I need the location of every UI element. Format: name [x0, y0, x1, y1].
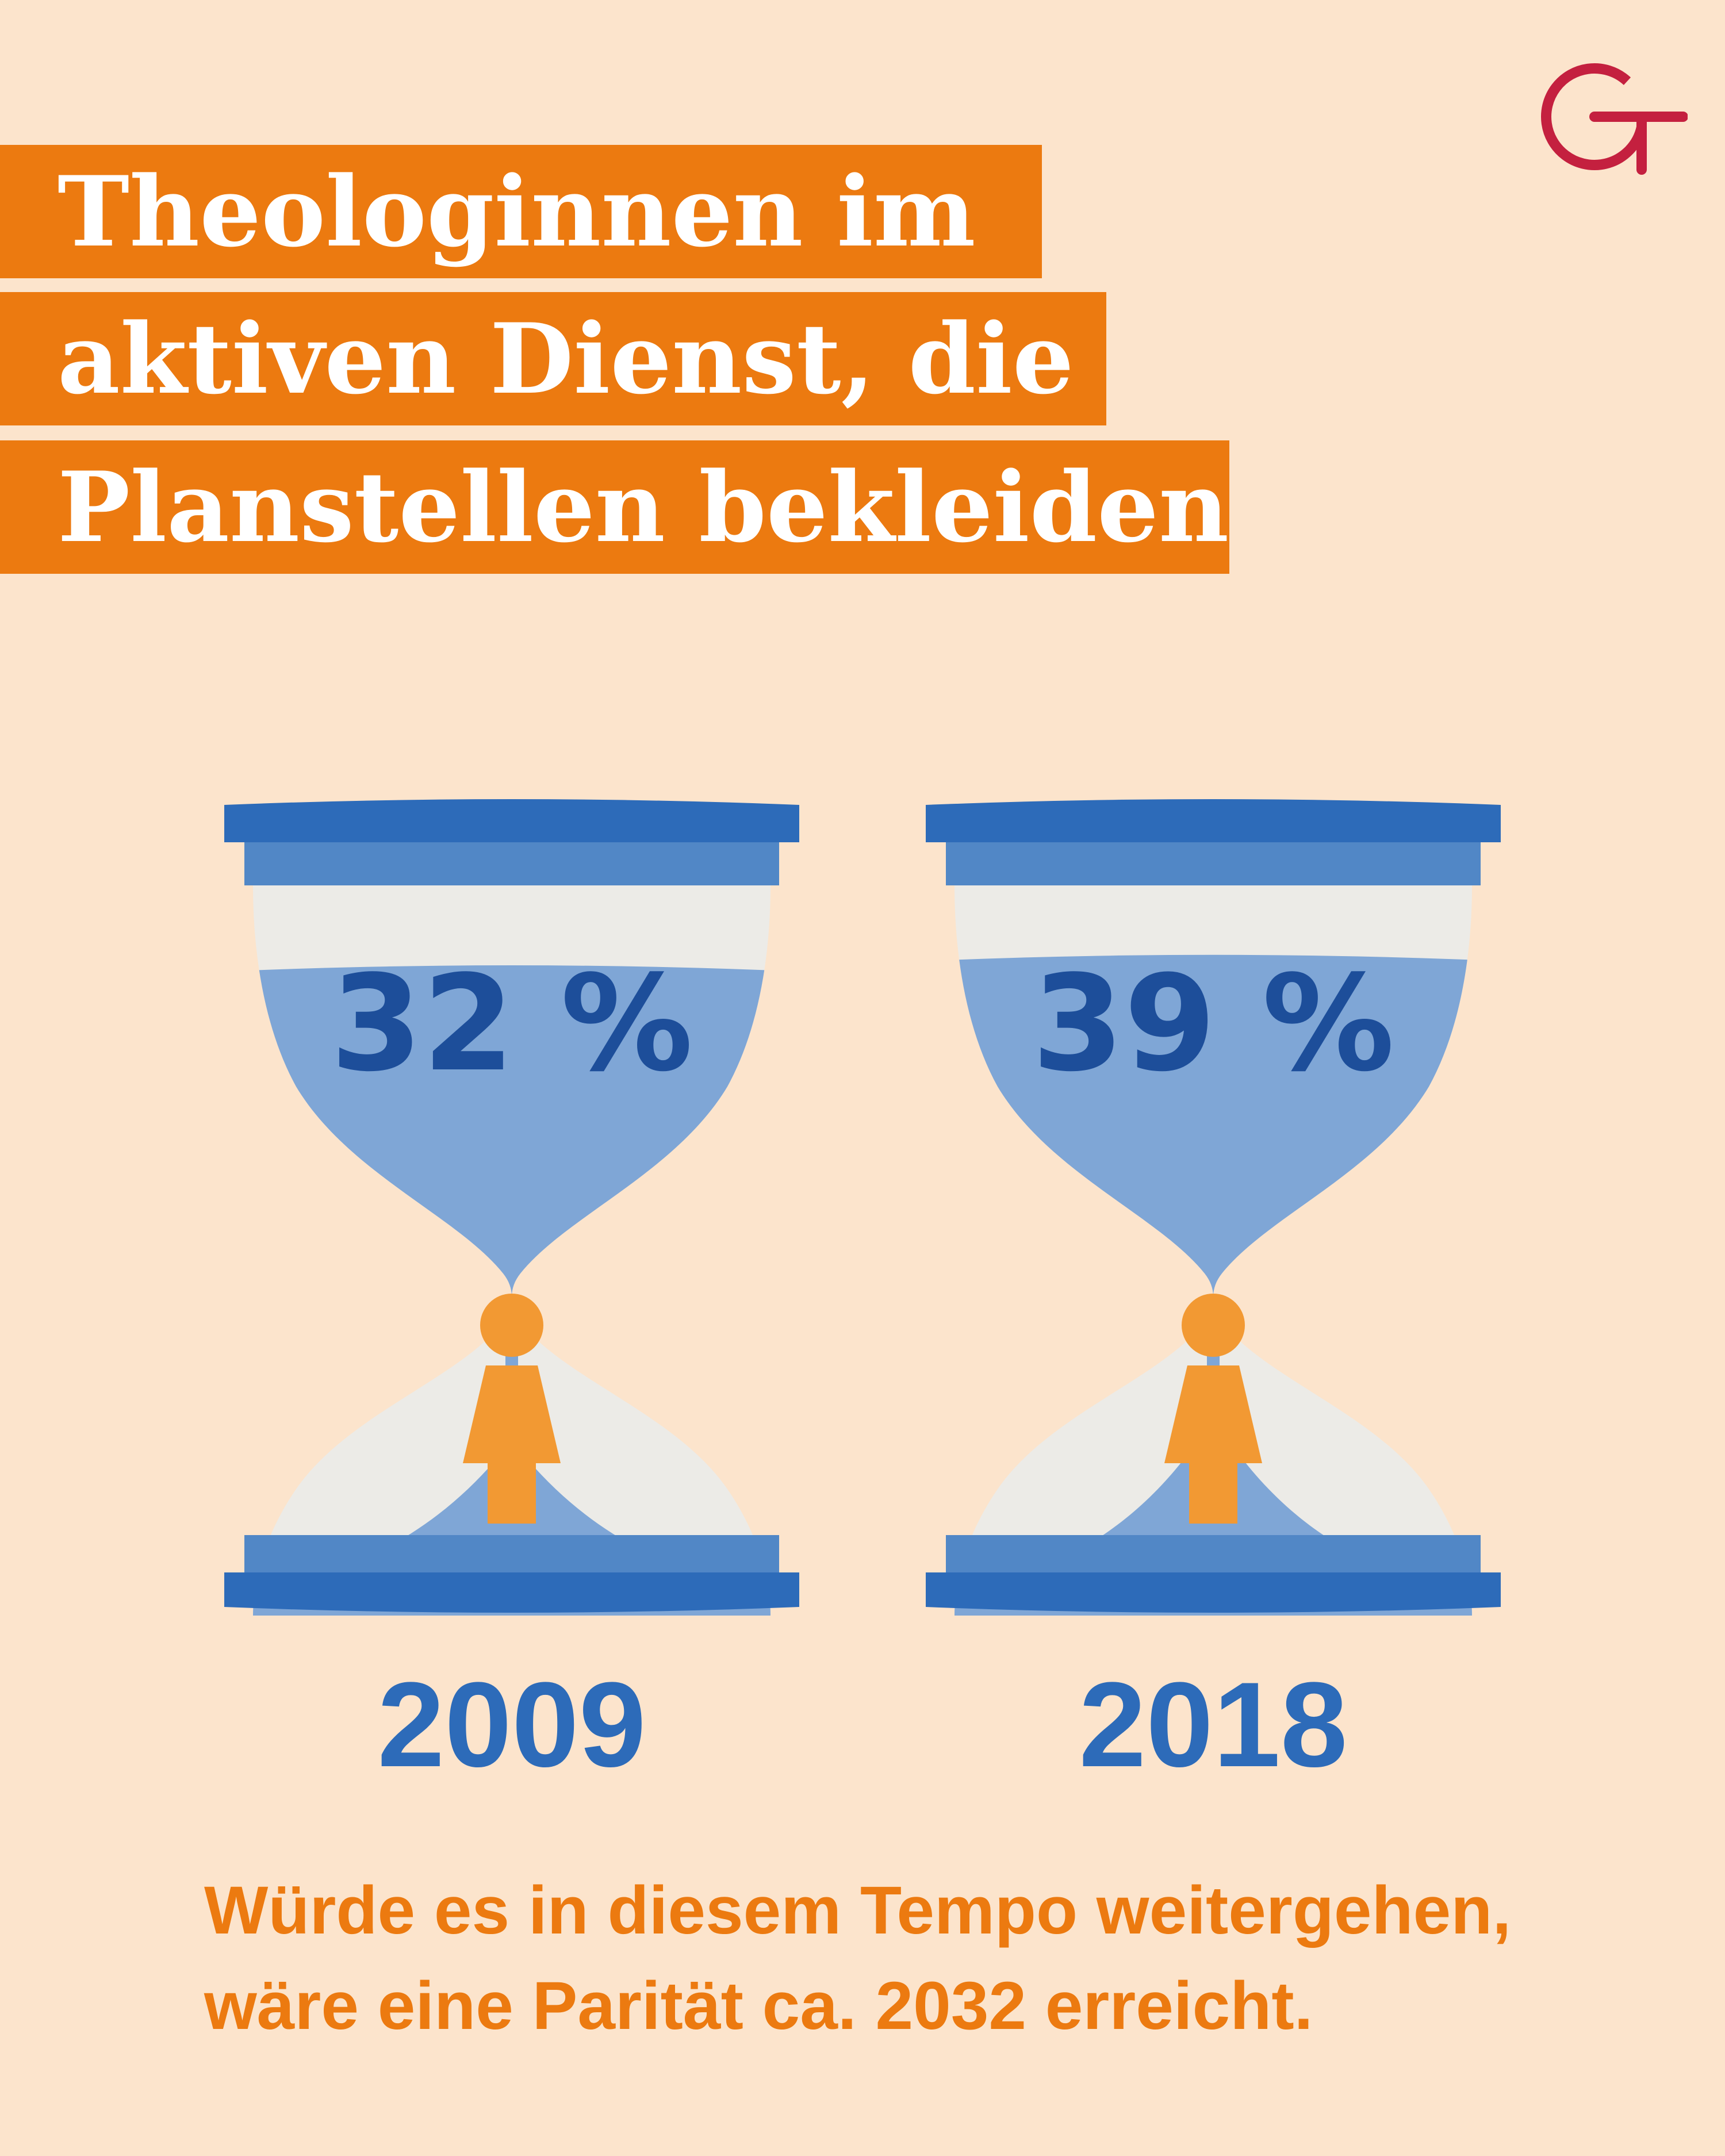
- year-label-2009: 2009: [377, 1657, 646, 1792]
- top-cap-inner-2009: [244, 842, 779, 885]
- title-line-3: Planstellen bekleiden: [0, 440, 1229, 574]
- woman-body-icon-2018: [1164, 1365, 1262, 1463]
- value-label-2009: 32 %: [331, 947, 693, 1101]
- top-cap-inner-2018: [946, 842, 1481, 885]
- title-line-2: aktiven Dienst, die: [0, 292, 1106, 425]
- hourglass-2009: 32 %: [221, 788, 802, 1621]
- woman-body-icon-2009: [463, 1365, 561, 1463]
- bottom-cap-inner-2009: [244, 1535, 779, 1572]
- hourglass-2009-graphic: [224, 799, 799, 1616]
- woman-head-icon-2018: [1182, 1294, 1245, 1357]
- hourglass-2018-graphic: [926, 799, 1501, 1616]
- woman-head-icon-2009: [480, 1294, 543, 1357]
- year-label-2018: 2018: [1079, 1657, 1348, 1792]
- woman-legs-icon-2009: [488, 1460, 536, 1524]
- title-line-1: Theologinnen im: [0, 145, 1042, 278]
- footnote: Würde es in diesem Tempo weitergehen, wä…: [204, 1863, 1584, 2054]
- top-cap-2018: [926, 799, 1501, 842]
- bottom-cap-inner-2018: [946, 1535, 1481, 1572]
- footnote-line-1: Würde es in diesem Tempo weitergehen,: [204, 1873, 1512, 1948]
- footnote-line-2: wäre eine Parität ca. 2032 erreicht.: [204, 1968, 1313, 2044]
- circle-plus-logo-icon: [1527, 55, 1688, 187]
- bottom-cap-2018: [926, 1572, 1501, 1613]
- bottom-cap-2009: [224, 1572, 799, 1613]
- woman-legs-icon-2018: [1189, 1460, 1237, 1524]
- top-cap-2009: [224, 799, 799, 842]
- hourglass-2018: 39 %: [923, 788, 1504, 1621]
- value-label-2018: 39 %: [1032, 947, 1395, 1101]
